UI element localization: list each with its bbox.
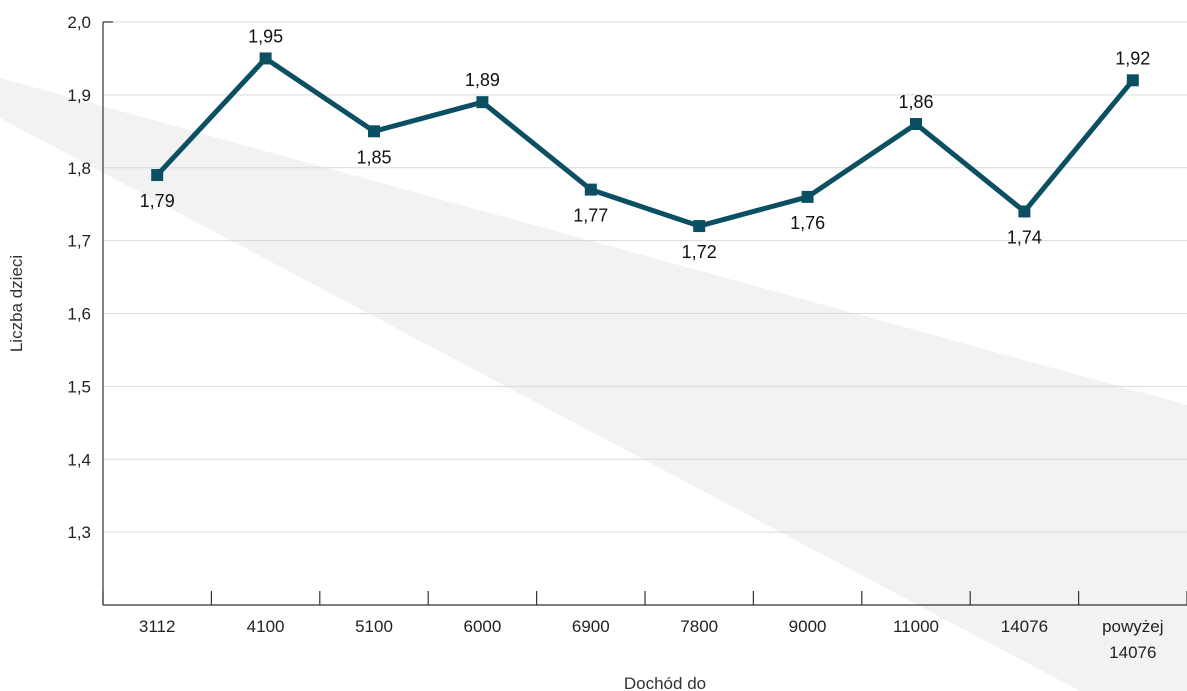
data-point	[584, 183, 597, 196]
x-tick-label: 6000	[463, 617, 501, 636]
x-tick-label: 7800	[680, 617, 718, 636]
y-tick-label: 1,8	[67, 159, 91, 178]
y-tick-label: 1,4	[67, 450, 91, 469]
x-axis-title: Dochód do	[624, 674, 706, 691]
y-tick-label: 1,9	[67, 86, 91, 105]
x-tick-label: 6900	[572, 617, 610, 636]
data-label: 1,89	[465, 70, 500, 90]
data-label: 1,74	[1007, 227, 1042, 247]
y-tick-label: 1,5	[67, 377, 91, 396]
x-tick-label: 5100	[355, 617, 393, 636]
y-tick-label: 2,0	[67, 13, 91, 32]
data-point	[1126, 74, 1139, 87]
data-label: 1,76	[790, 213, 825, 233]
data-point	[801, 190, 814, 203]
y-axis-title: Liczba dzieci	[7, 255, 26, 352]
x-tick-label: 11000	[893, 617, 939, 636]
y-tick-label: 1,7	[67, 232, 91, 251]
y-tick-label: 1,3	[67, 523, 91, 542]
data-point	[693, 220, 706, 233]
data-label: 1,79	[140, 191, 175, 211]
data-point	[1018, 205, 1031, 218]
data-label: 1,77	[573, 206, 608, 226]
x-tick-label: 14076	[1001, 617, 1048, 636]
x-tick-label: powyżej 14076	[1102, 617, 1163, 662]
data-label: 1,85	[356, 147, 391, 167]
data-point	[476, 96, 489, 109]
series-line	[154, 55, 1136, 229]
data-point	[151, 169, 164, 182]
x-tick-label: 4100	[247, 617, 285, 636]
x-tick-label: 9000	[789, 617, 827, 636]
background-band	[0, 78, 1187, 691]
data-label: 1,95	[248, 26, 283, 46]
x-tick-label: 3112	[139, 617, 176, 636]
data-point	[368, 125, 380, 138]
data-label: 1,86	[898, 92, 933, 112]
data-label: 1,92	[1115, 48, 1150, 68]
data-point	[910, 118, 922, 131]
data-point	[259, 52, 272, 65]
y-tick-label: 1,6	[67, 305, 91, 324]
data-label: 1,72	[682, 242, 717, 262]
